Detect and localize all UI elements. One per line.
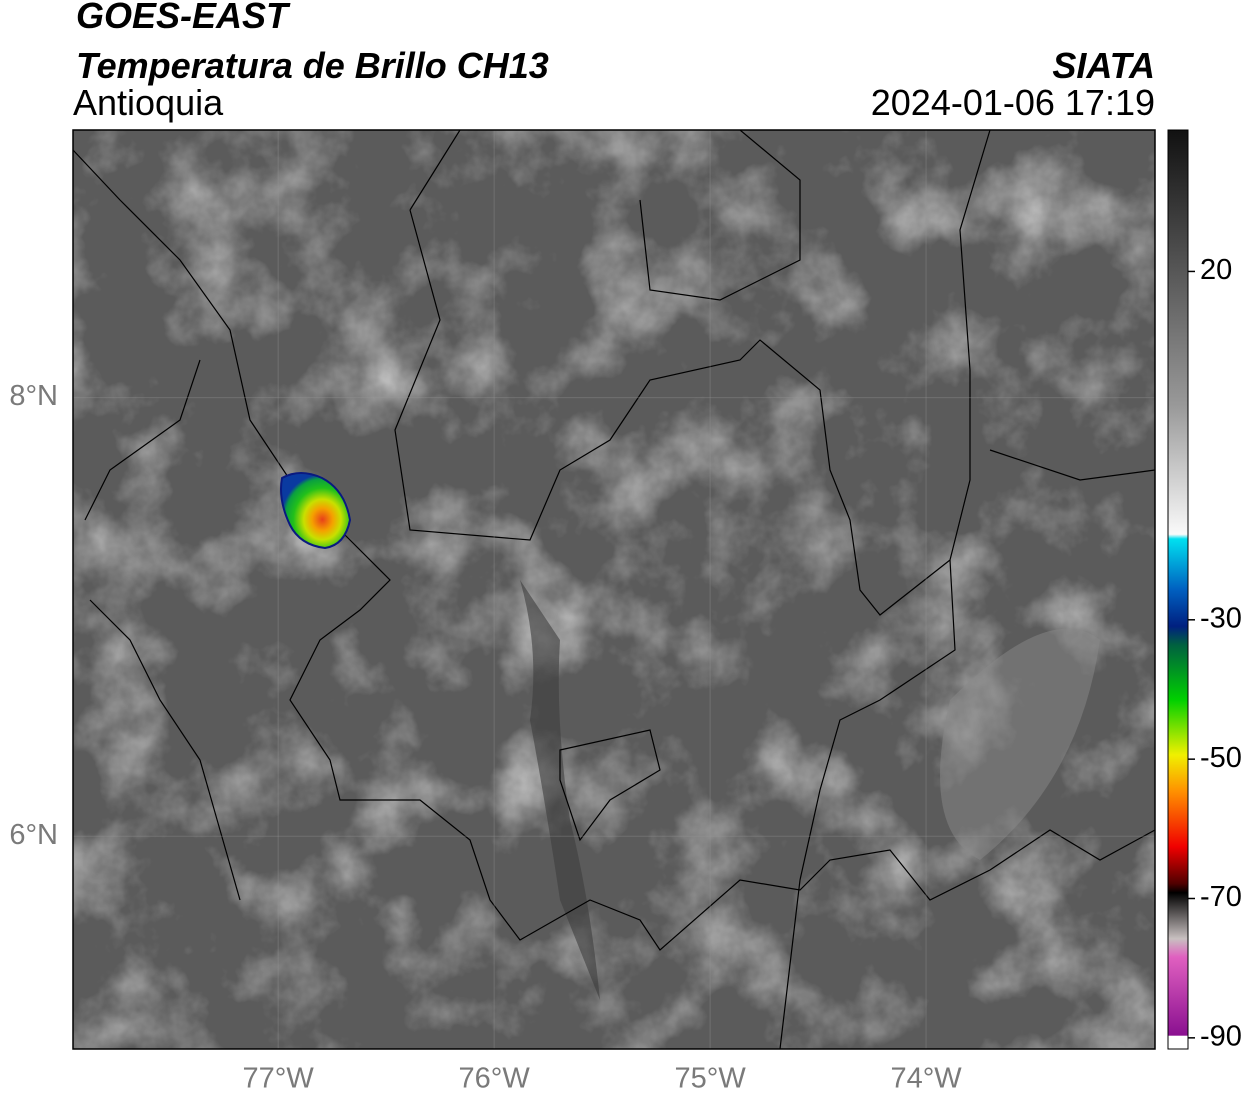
lat-tick-label: 8°N: [9, 380, 58, 412]
lon-tick-label: 74°W: [890, 1063, 962, 1095]
boundary: [394, 130, 991, 616]
colorbar-ticks: 20 -30 -50 -70 -90: [1188, 254, 1242, 1053]
region: Antioquia: [73, 82, 224, 123]
lon-tick-label: 75°W: [674, 1063, 746, 1095]
graticule: 77°W 76°W 75°W 74°W 8°N 6°N: [9, 130, 1155, 1095]
boundary: [73, 149, 1155, 951]
source: SIATA: [1052, 45, 1155, 86]
colorbar-tick-label: -50: [1200, 742, 1242, 774]
lon-tick-label: 76°W: [459, 1063, 531, 1095]
datetime: 2024-01-06 17:19: [871, 82, 1155, 123]
map-frame: [72, 129, 1156, 1050]
terrain: [520, 580, 600, 1000]
lat-tick-label: 6°N: [9, 819, 58, 851]
colorbar-tick-label: -70: [1200, 881, 1242, 913]
boundary: [559, 559, 956, 1049]
storm-cell: [280, 472, 352, 550]
lon-tick-label: 77°W: [243, 1063, 315, 1095]
cloud-texture: [73, 130, 1155, 1049]
coastline: [84, 359, 241, 901]
terrain: [940, 628, 1100, 860]
colorbar-tick-label: -90: [1200, 1021, 1242, 1053]
boundary: [639, 130, 1155, 481]
colorbar-tick-label: 20: [1200, 254, 1232, 286]
colorbar-tick-label: -30: [1200, 602, 1242, 634]
map-image: [73, 130, 1155, 1049]
colorbar: [1167, 129, 1189, 1050]
subtitle: Temperatura de Brillo CH13: [76, 45, 549, 86]
title: GOES-EAST: [76, 0, 291, 36]
